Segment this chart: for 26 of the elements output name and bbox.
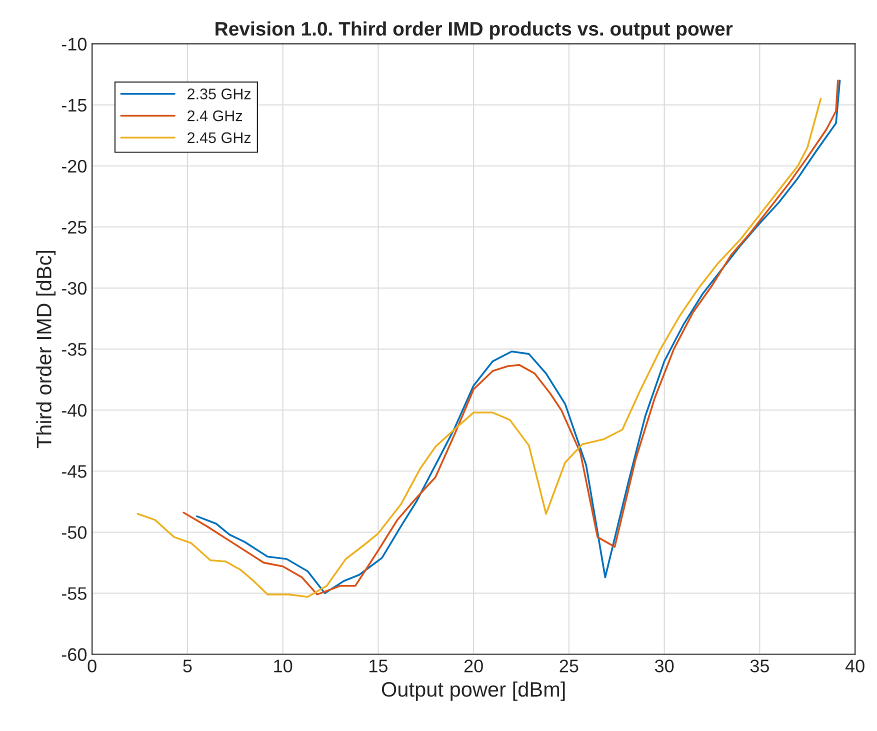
y-tick-label: -25 xyxy=(62,220,86,234)
x-tick-label: 20 xyxy=(464,660,483,672)
legend-label: 2.4 GHz xyxy=(188,110,242,122)
y-tick-label: -10 xyxy=(62,38,87,51)
chart-title: Revision 1.0. Third order IMD products vs. output power xyxy=(216,21,733,40)
x-tick-label: 10 xyxy=(274,660,292,672)
y-tick-label: -55 xyxy=(62,587,86,600)
x-tick-label: 25 xyxy=(560,660,578,672)
x-tick-label: 5 xyxy=(183,660,192,672)
x-tick-label: 30 xyxy=(654,660,674,672)
y-tick-label: -15 xyxy=(62,99,86,112)
y-tick-label: -30 xyxy=(62,282,87,295)
y-axis-title: Third order IMD [dBc] xyxy=(36,250,56,448)
y-tick-label: -45 xyxy=(62,465,86,478)
y-tick-label: -60 xyxy=(62,648,87,661)
x-tick-label: 15 xyxy=(370,660,388,672)
y-tick-label: -40 xyxy=(62,404,87,417)
x-tick-label: 35 xyxy=(750,660,769,672)
x-axis-title: Output power [dBm] xyxy=(382,681,565,701)
y-tick-label: -20 xyxy=(62,160,87,173)
x-tick-label: 40 xyxy=(845,660,864,672)
x-tick-label: 0 xyxy=(88,660,96,672)
y-tick-label: -50 xyxy=(62,526,87,539)
legend-label: 2.45 GHz xyxy=(188,132,251,144)
legend-label: 2.35 GHz xyxy=(188,88,251,100)
y-tick-label: -35 xyxy=(62,342,86,356)
